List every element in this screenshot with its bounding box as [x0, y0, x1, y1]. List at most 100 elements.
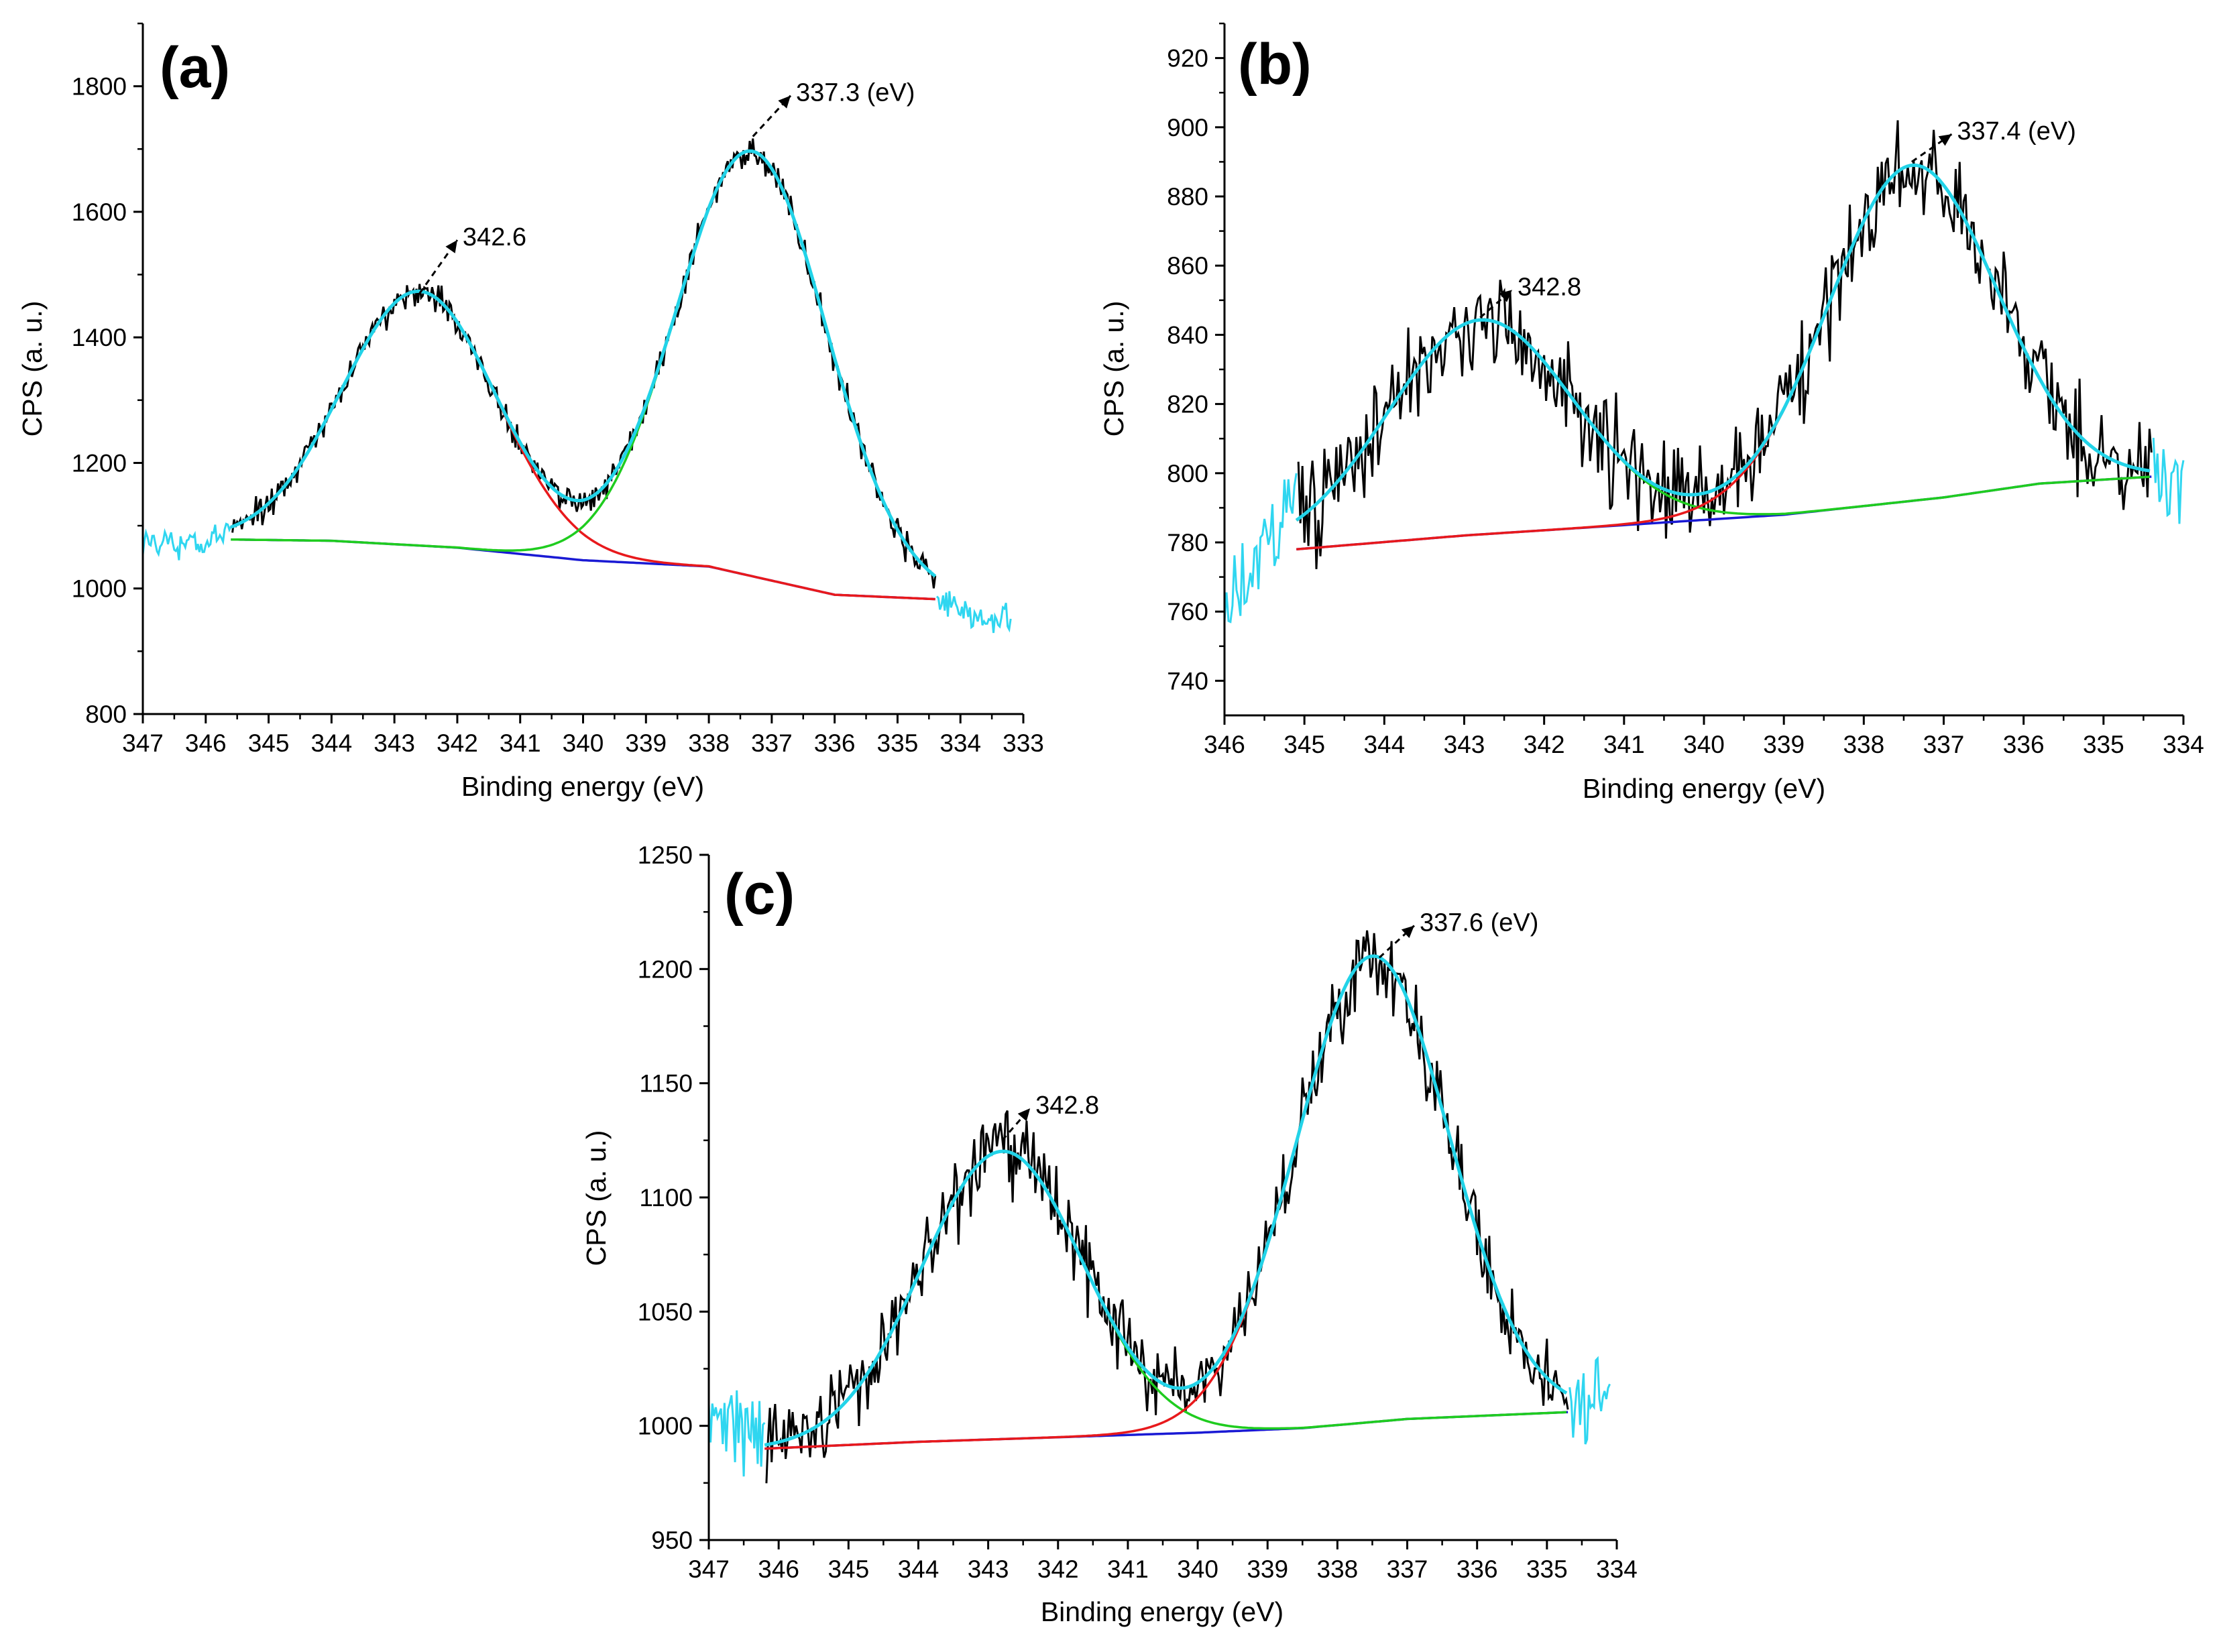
x-tick-label: 341: [1603, 731, 1645, 758]
x-tick-label: 339: [1763, 731, 1805, 758]
x-tick-label: 335: [1526, 1555, 1568, 1583]
y-tick-label: 1400: [72, 324, 127, 351]
x-tick-label: 340: [1683, 731, 1725, 758]
y-tick-label: 840: [1167, 321, 1208, 349]
y-tick-label: 1100: [639, 1184, 693, 1212]
y-tick-label: 820: [1167, 391, 1208, 418]
x-tick-label: 346: [758, 1555, 799, 1583]
y-tick-label: 1050: [638, 1298, 693, 1325]
component-peak-1: [764, 1150, 1567, 1447]
x-tick-label: 334: [939, 729, 981, 757]
annotation-arrowhead-2: [1401, 925, 1414, 939]
x-tick-label: 335: [877, 729, 919, 757]
edge-data-left: [1223, 473, 1298, 624]
edge-data-left: [141, 522, 232, 560]
x-tick-label: 342: [1037, 1555, 1079, 1583]
x-tick-label: 338: [1317, 1555, 1359, 1583]
y-tick-label: 800: [1167, 460, 1208, 487]
x-tick-label: 343: [968, 1555, 1009, 1583]
x-tick-label: 336: [814, 729, 856, 757]
x-axis-label: Binding energy (eV): [461, 771, 704, 802]
panel-a: 342.6 337.3 (eV) 347 346 345 344 343 342 341 340 3…: [17, 22, 1044, 802]
y-axis-label: CPS (a. u.): [1098, 301, 1129, 437]
x-tick-label: 334: [2163, 731, 2204, 758]
annotation-arrowhead-1: [445, 240, 457, 253]
y-tick-label: 800: [85, 701, 127, 728]
y-tick-label: 950: [651, 1527, 693, 1554]
x-tick-label: 340: [1177, 1555, 1218, 1583]
edge-data-right: [1568, 1356, 1611, 1445]
annotation-arrowhead-2: [1938, 134, 1952, 146]
baseline-line: [231, 538, 935, 601]
annotation-arrow-2: [1378, 925, 1415, 959]
x-tick-label: 336: [1457, 1555, 1498, 1583]
y-tick-label: 1250: [638, 841, 693, 869]
x-tick-label: 333: [1003, 729, 1044, 757]
y-tick-label: 860: [1167, 252, 1208, 280]
axes: 342.8 337.4 (eV) 346 345 344 343 342 341 340 339 3…: [1167, 22, 2204, 758]
x-tick-label: 345: [248, 729, 290, 757]
annotation-label-1: 342.8: [1518, 273, 1581, 301]
x-axis-label: Binding energy (eV): [1041, 1596, 1283, 1627]
component-peak-2: [1296, 164, 2151, 551]
x-tick-label: 344: [898, 1555, 939, 1583]
component-peak-2: [231, 150, 936, 577]
y-tick-label: 900: [1167, 114, 1208, 141]
plot-content: [141, 138, 1012, 634]
x-tick-label: 342: [1524, 731, 1565, 758]
axes: 342.8 337.6 (eV) 347 346 345 344 343 342 341 340 3…: [638, 841, 1638, 1583]
x-tick-label: 344: [310, 729, 352, 757]
annotation-arrow-2: [1910, 133, 1953, 163]
panel-label: (c): [724, 862, 795, 927]
x-tick-label: 337: [751, 729, 793, 757]
y-tick-label: 1200: [72, 449, 127, 477]
x-tick-label: 338: [688, 729, 730, 757]
x-tick-label: 346: [1204, 731, 1245, 758]
labels: (a) Binding energy (eV) CPS (a. u.): [17, 36, 704, 802]
envelope-fit-line: [230, 149, 937, 578]
y-tick-label: 1150: [639, 1070, 693, 1098]
envelope-fit-line: [764, 954, 1568, 1447]
x-tick-label: 347: [688, 1555, 730, 1583]
x-tick-label: 335: [2083, 731, 2124, 758]
annotation-arrowhead-1: [1499, 290, 1512, 302]
labels: (c) Binding energy (eV) CPS (a. u.): [581, 862, 1283, 1627]
x-tick-label: 343: [374, 729, 415, 757]
y-axis-label: CPS (a. u.): [581, 1130, 612, 1266]
x-tick-label: 338: [1843, 731, 1884, 758]
y-tick-label: 880: [1167, 183, 1208, 211]
panel-b: 342.8 337.4 (eV) 346 345 344 343 342 341 340 339 3…: [1098, 22, 2204, 804]
x-tick-label: 341: [500, 729, 541, 757]
annotation-label-2: 337.6 (eV): [1420, 909, 1538, 937]
x-tick-label: 339: [1247, 1555, 1288, 1583]
panel-label: (a): [160, 36, 230, 100]
annotation-label-1: 342.6: [463, 223, 526, 251]
edge-data-left: [707, 1390, 766, 1477]
plot-content: [1223, 120, 2185, 624]
y-tick-label: 780: [1167, 529, 1208, 556]
edge-data-right: [935, 591, 1012, 634]
edge-data-right: [2152, 438, 2185, 524]
annotation-label-2: 337.4 (eV): [1957, 117, 2075, 145]
labels: (b) Binding energy (eV) CPS (a. u.): [1098, 32, 1825, 804]
y-tick-label: 1000: [638, 1413, 693, 1440]
panel-c: 342.8 337.6 (eV) 347 346 345 344 343 342 341 340 3…: [581, 841, 1638, 1627]
plot-content: [707, 930, 1611, 1484]
y-tick-label: 1000: [72, 575, 127, 603]
x-tick-label: 345: [828, 1555, 869, 1583]
x-tick-label: 343: [1444, 731, 1485, 758]
envelope-fit-line: [1295, 163, 2151, 522]
x-tick-label: 341: [1107, 1555, 1149, 1583]
x-tick-label: 342: [437, 729, 478, 757]
x-tick-label: 336: [2003, 731, 2045, 758]
annotation-arrowhead-2: [778, 95, 791, 109]
axes: 342.6 337.3 (eV) 347 346 345 344 343 342 341 340 3…: [72, 22, 1044, 757]
annotation-label-2: 337.3 (eV): [796, 79, 915, 107]
x-tick-label: 346: [185, 729, 227, 757]
x-tick-label: 345: [1283, 731, 1325, 758]
panel-label: (b): [1238, 32, 1312, 97]
y-tick-label: 1200: [638, 955, 693, 983]
y-tick-label: 1600: [72, 198, 127, 226]
y-tick-label: 920: [1167, 45, 1208, 72]
